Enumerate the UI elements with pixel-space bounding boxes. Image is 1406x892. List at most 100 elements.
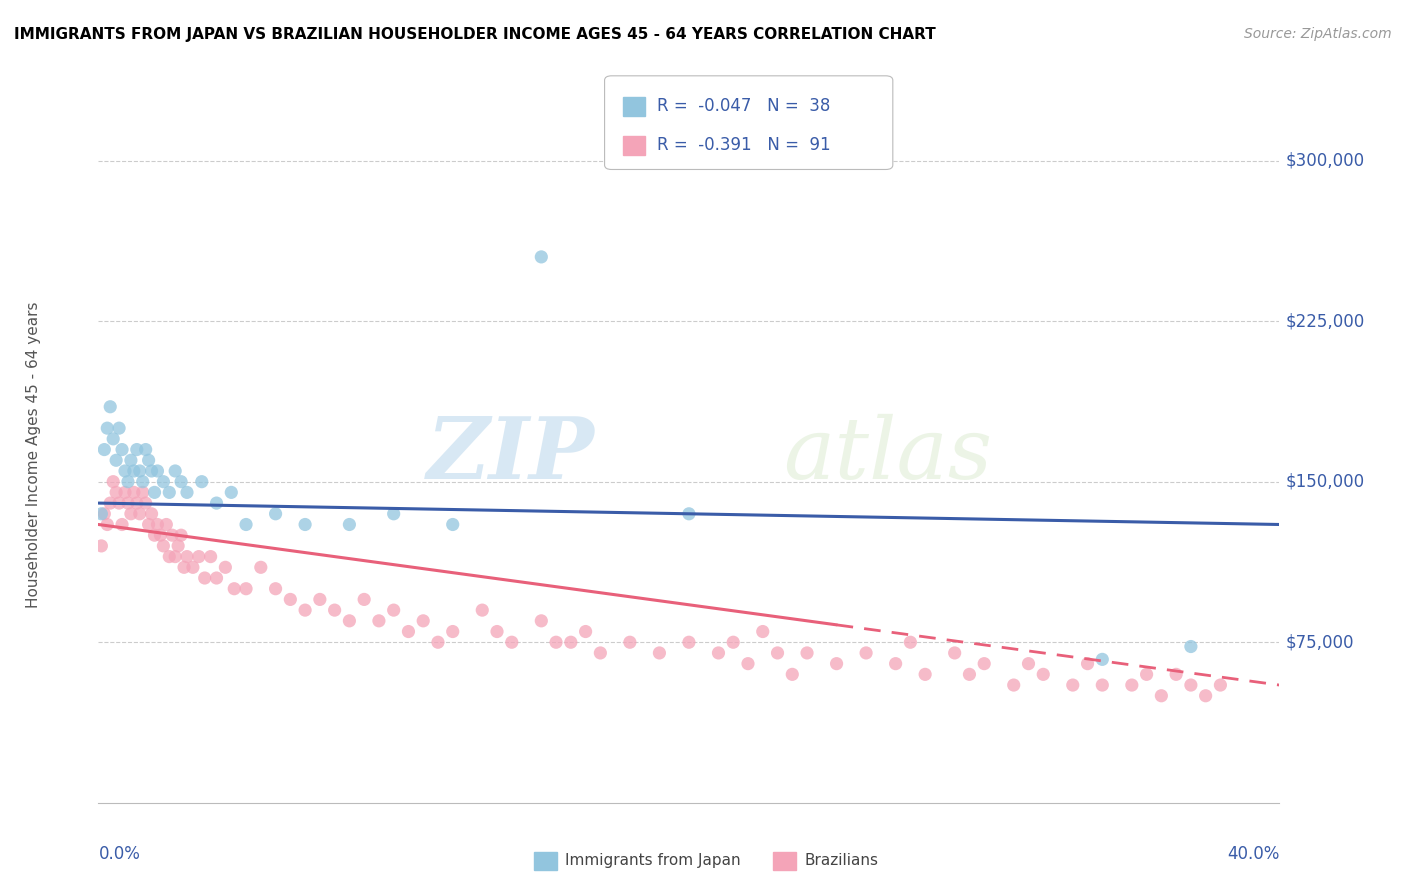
Point [111,517,134,532]
Point [165,549,187,564]
Point [132,475,155,489]
Point [914,667,936,681]
Point [368,614,391,628]
Point [235,517,257,532]
Point [138,517,160,532]
Point [219,485,242,500]
Point [181,560,204,574]
Point [114,485,136,500]
Point [173,560,195,574]
Point [707,646,730,660]
Point [959,667,981,681]
Point [105,485,128,500]
Point [149,528,172,542]
Point [138,453,160,467]
Point [1002,678,1025,692]
Point [224,582,246,596]
Point [122,464,145,478]
Point [337,517,360,532]
Point [157,485,180,500]
Point [574,624,596,639]
Point [782,667,804,681]
Text: 0.0%: 0.0% [98,845,141,863]
Point [96,517,118,532]
Point [396,624,419,639]
Point [105,453,128,467]
Point [278,592,302,607]
Point [589,646,612,660]
Point [721,635,744,649]
Point [135,442,157,457]
Point [235,582,257,596]
Point [205,571,228,585]
Point [751,624,773,639]
Point [194,571,217,585]
Point [125,496,148,510]
Point [122,485,145,500]
Point [1164,667,1187,681]
Point [1091,678,1114,692]
Point [98,400,121,414]
Text: Brazilians: Brazilians [804,854,879,868]
Point [111,442,134,457]
Point [1180,640,1202,654]
Point [191,475,214,489]
Point [170,528,193,542]
Point [200,549,222,564]
Point [973,657,995,671]
Point [141,464,163,478]
Text: $75,000: $75,000 [1285,633,1354,651]
Point [294,603,316,617]
Text: ZIP: ZIP [426,413,595,497]
Point [165,464,187,478]
Point [162,528,183,542]
Point [1077,657,1099,671]
Point [176,485,198,500]
Point [530,614,553,628]
Point [1017,657,1039,671]
Point [1062,678,1084,692]
Point [103,475,125,489]
Point [96,421,118,435]
Point [678,507,700,521]
Point [264,507,287,521]
Point [471,603,494,617]
Point [114,464,136,478]
Point [205,496,228,510]
Point [125,442,148,457]
Point [1091,652,1114,666]
Point [143,485,166,500]
Text: $150,000: $150,000 [1285,473,1364,491]
Point [560,635,582,649]
Text: R =  -0.047   N =  38: R = -0.047 N = 38 [657,96,830,114]
Text: 40.0%: 40.0% [1227,845,1279,863]
Point [157,549,180,564]
Point [152,475,174,489]
Text: atlas: atlas [783,414,993,496]
Point [117,496,139,510]
Point [382,603,405,617]
Point [90,507,112,521]
Point [323,603,346,617]
Point [530,250,553,264]
Point [1195,689,1218,703]
Text: Immigrants from Japan: Immigrants from Japan [565,854,741,868]
Point [1180,678,1202,692]
Point [1032,667,1054,681]
Point [796,646,818,660]
Point [146,517,169,532]
Point [501,635,523,649]
Point [943,646,966,660]
Point [167,539,190,553]
Point [884,657,907,671]
Point [146,464,169,478]
Point [120,507,142,521]
Point [128,507,150,521]
Point [1150,689,1173,703]
Point [176,549,198,564]
Text: R =  -0.391   N =  91: R = -0.391 N = 91 [657,136,830,153]
Point [187,549,209,564]
Point [544,635,567,649]
Point [120,453,142,467]
Point [117,475,139,489]
